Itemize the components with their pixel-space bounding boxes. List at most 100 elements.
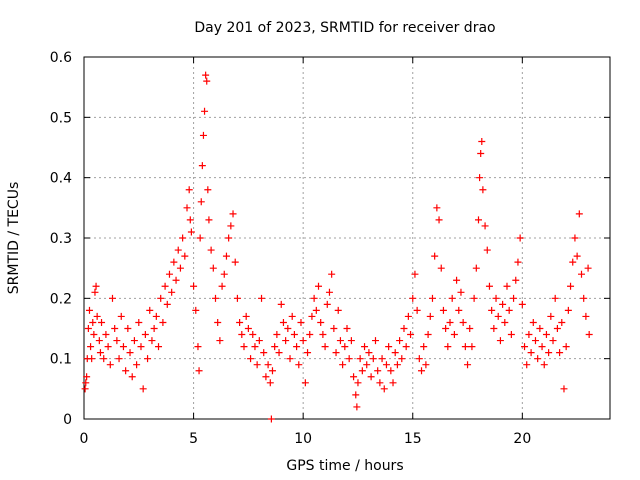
data-point [323, 300, 331, 308]
data-point [199, 131, 207, 139]
data-point [244, 325, 252, 332]
data-point [185, 186, 193, 194]
data-point [231, 258, 239, 266]
data-point [477, 150, 485, 158]
data-point [249, 331, 257, 339]
data-point [202, 71, 210, 79]
data-point [183, 204, 191, 212]
data-point [457, 288, 465, 296]
data-point [299, 337, 307, 345]
data-point [516, 234, 524, 242]
data-point [448, 294, 456, 302]
data-point [468, 343, 476, 351]
x-tick-label: 10 [294, 431, 312, 447]
data-point [413, 306, 421, 314]
data-point [420, 343, 428, 351]
data-point [159, 318, 167, 326]
data-point [409, 294, 417, 302]
data-point [334, 306, 342, 314]
data-point [268, 367, 276, 375]
data-point [345, 355, 353, 363]
data-point [100, 355, 108, 363]
data-point [551, 294, 559, 302]
data-point [128, 373, 136, 381]
data-point [315, 282, 323, 290]
data-point [98, 318, 106, 326]
data-point [512, 276, 520, 284]
data-point [411, 270, 419, 278]
data-point [301, 379, 309, 387]
data-point [115, 355, 123, 363]
data-point [122, 367, 130, 375]
data-point [225, 234, 233, 242]
data-point [521, 343, 529, 351]
data-point [238, 331, 246, 339]
data-point [187, 228, 195, 236]
data-point [204, 186, 212, 194]
data-point [236, 318, 244, 326]
data-point [371, 337, 379, 345]
data-point [277, 300, 285, 308]
data-point [85, 306, 93, 314]
plot-frame [83, 56, 611, 420]
data-point [262, 373, 270, 381]
data-point [376, 379, 384, 387]
data-point [102, 331, 110, 339]
data-point [253, 361, 261, 369]
data-point [196, 234, 204, 242]
data-point [542, 331, 550, 339]
data-point [567, 282, 575, 290]
data-point [501, 318, 509, 326]
data-point [510, 294, 518, 302]
data-point [459, 318, 467, 326]
data-point [271, 343, 279, 351]
data-point [422, 361, 430, 369]
data-point [197, 198, 205, 206]
data-point [569, 258, 577, 266]
data-point [407, 331, 415, 339]
data-point [95, 337, 103, 345]
data-point [481, 222, 489, 230]
data-point [529, 318, 537, 326]
data-point [212, 294, 219, 302]
y-tick-label: 0.4 [50, 171, 72, 187]
data-point [87, 343, 95, 351]
data-point [266, 379, 274, 387]
data-point [144, 355, 152, 363]
data-point [426, 312, 434, 320]
data-point [483, 246, 491, 254]
data-point [361, 343, 369, 351]
data-point [505, 306, 513, 314]
data-point [562, 343, 570, 351]
data-point [279, 318, 287, 326]
data-point [247, 355, 255, 363]
data-point [363, 361, 371, 369]
data-point [92, 282, 100, 290]
data-point [540, 361, 548, 369]
data-point [450, 331, 458, 339]
data-point [170, 258, 178, 266]
x-tick-label: 15 [404, 431, 422, 447]
data-point [174, 246, 182, 254]
data-point [549, 337, 557, 345]
y-axis-label: SRMTID / TECUs [6, 182, 22, 295]
data-point [580, 294, 588, 302]
data-point [255, 337, 263, 345]
data-point [195, 367, 203, 375]
data-point [553, 325, 561, 332]
data-point [347, 337, 355, 345]
data-point [339, 361, 347, 369]
data-point [396, 337, 404, 345]
data-point [308, 312, 316, 320]
data-point [321, 343, 329, 351]
data-point [111, 325, 119, 332]
data-point [402, 343, 410, 351]
data-point [163, 300, 171, 308]
data-point [525, 331, 533, 339]
data-point [353, 403, 361, 411]
data-point [90, 331, 98, 339]
data-point [398, 355, 406, 363]
data-point [161, 282, 169, 290]
data-point [560, 385, 568, 393]
data-point [573, 252, 581, 260]
